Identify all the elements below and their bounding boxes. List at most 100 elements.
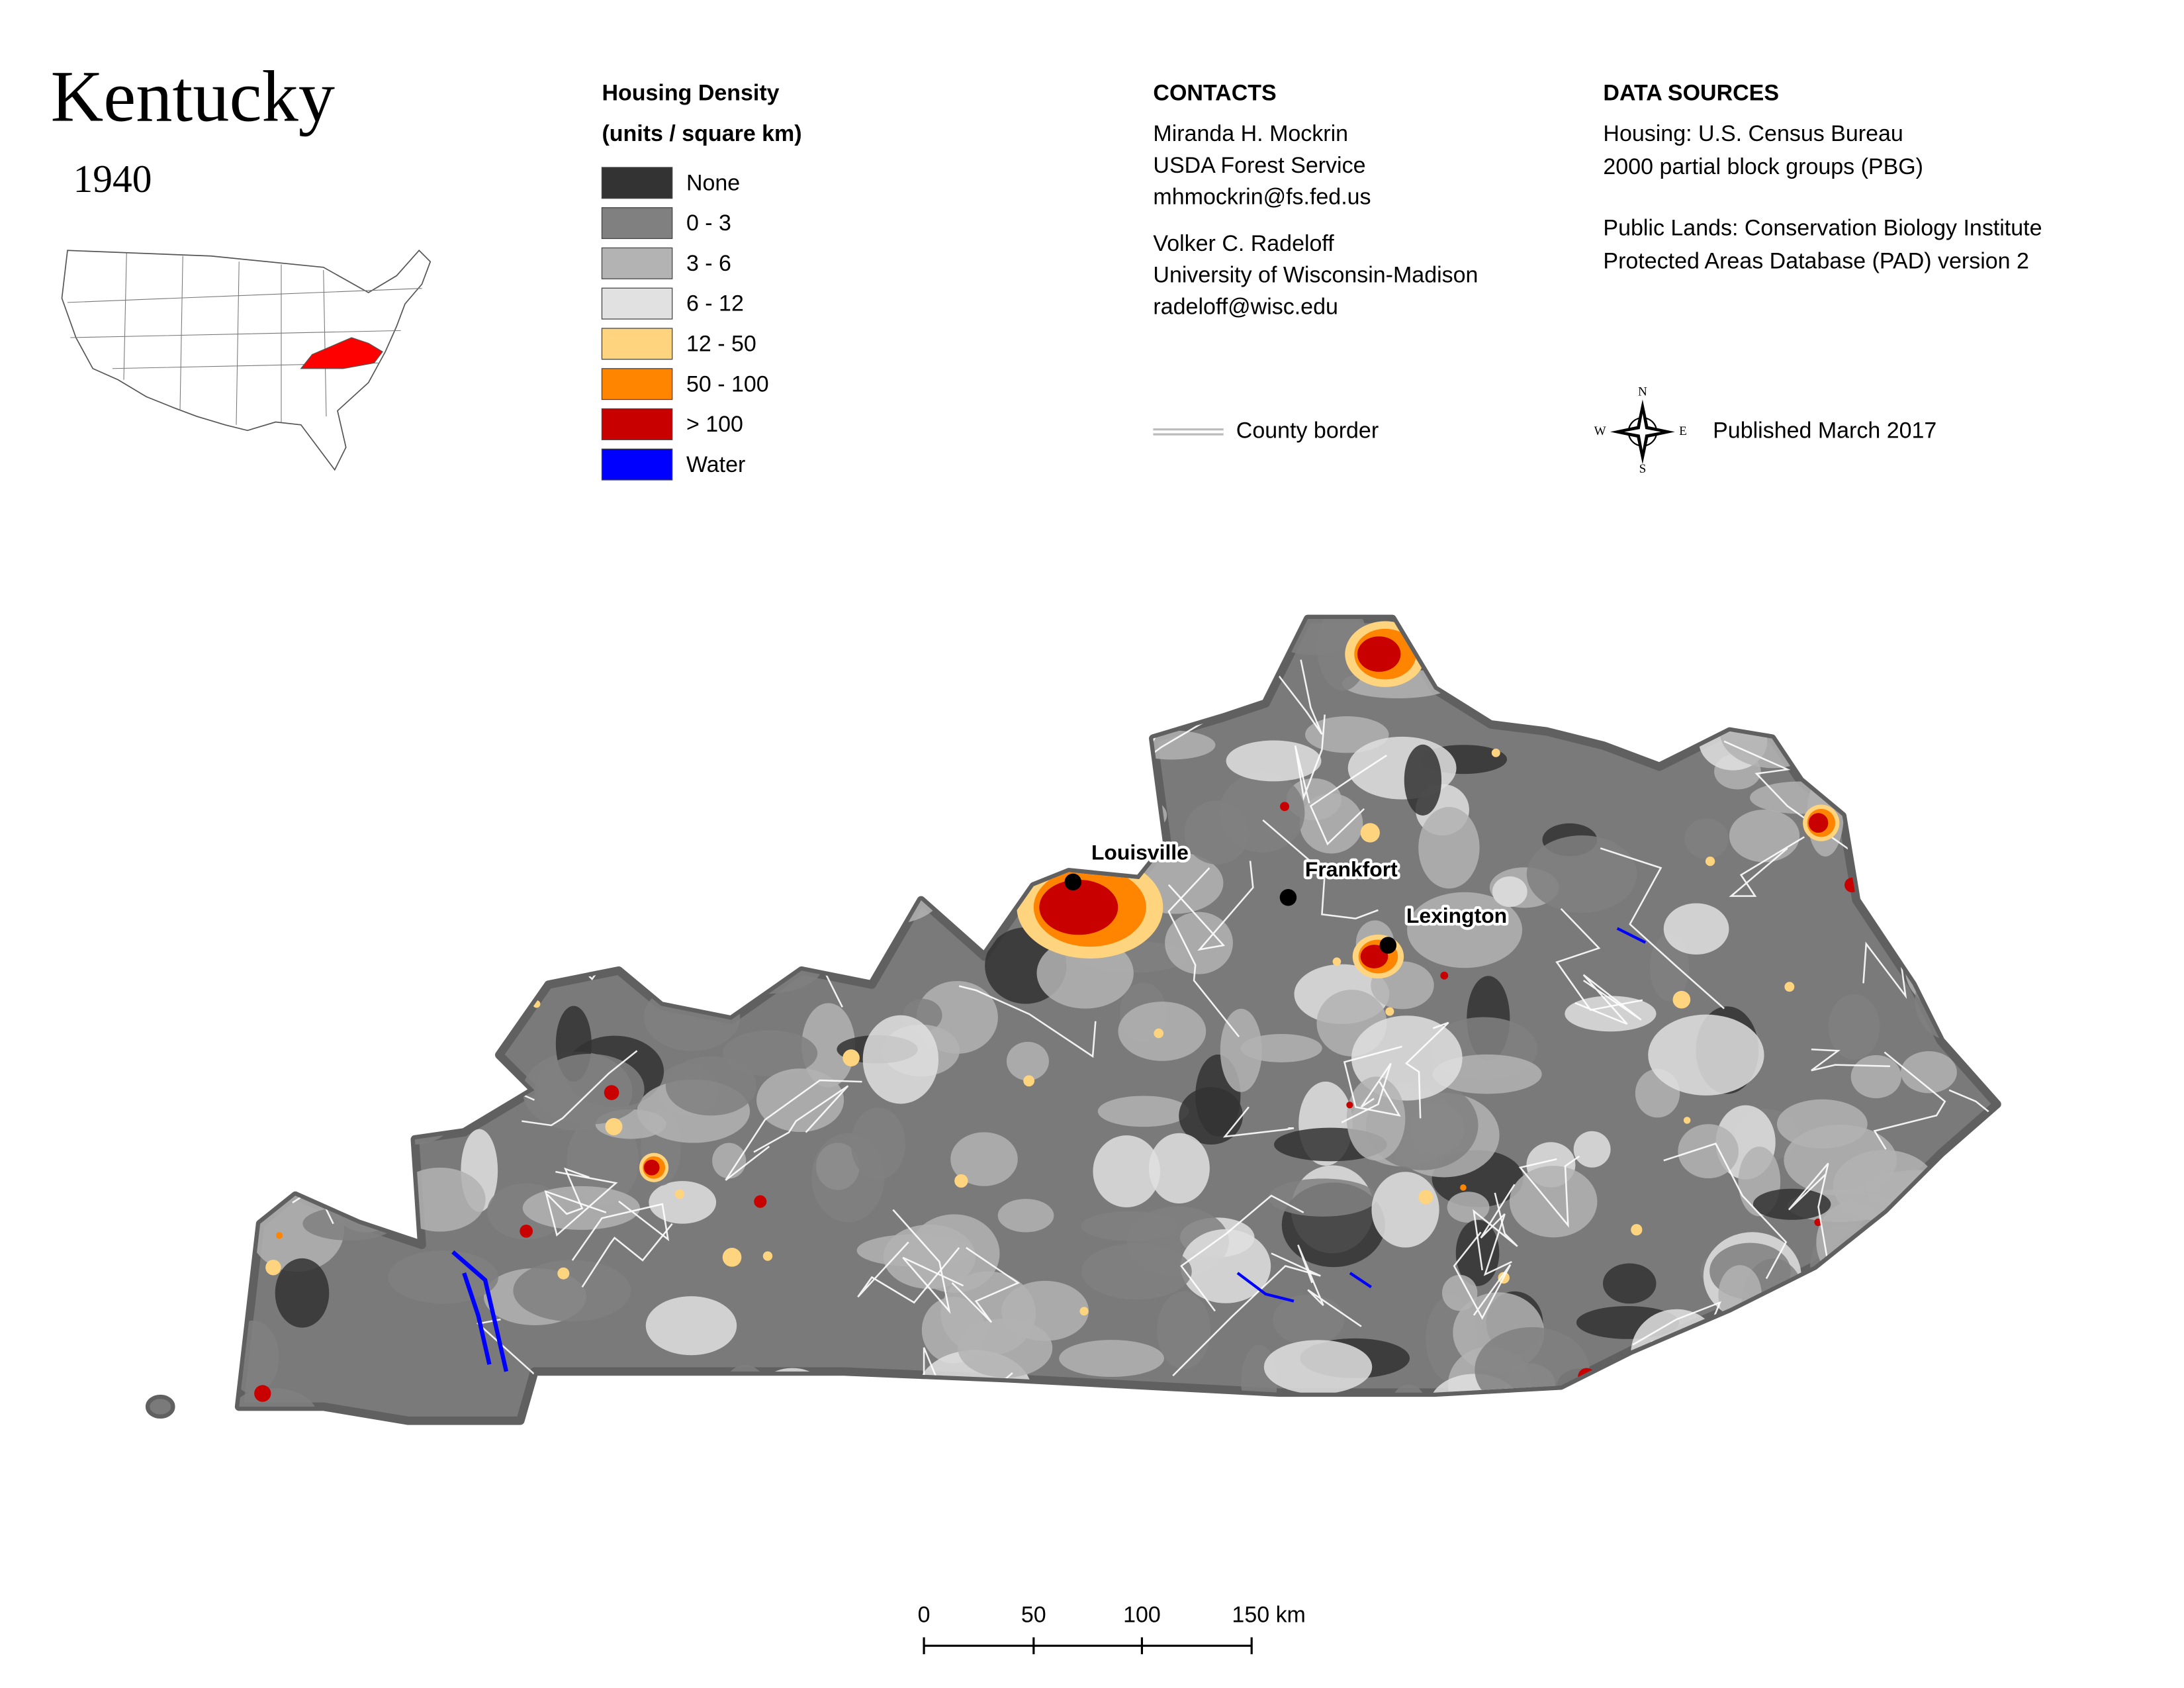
county-border [1788,1162,1829,1265]
density-patch [261,735,359,780]
density-patch [458,972,494,1034]
town-patch [1346,1102,1353,1109]
density-patch [1526,835,1637,913]
density-patch [1050,1391,1119,1421]
density-patch [880,751,951,827]
density-patch [504,650,592,713]
density-patch [1346,1076,1406,1161]
county-border [1555,908,1643,1011]
legend: None 0 - 3 3 - 6 6 - 12 12 - 50 50 - 100 > 100… [601,167,769,481]
county-border [1560,619,1663,697]
density-patch [1783,671,1817,757]
county-border [1907,1254,1996,1346]
town-patch [375,619,396,637]
legend-label: > 100 [686,412,743,437]
town-patch [722,1247,742,1267]
published-note: Published March 2017 [1713,418,1936,443]
density-patch [1874,1311,1952,1376]
town-patch [1773,632,1790,649]
density-patch [987,720,1065,784]
urban-core [643,1159,660,1176]
density-patch [494,759,563,849]
density-patch [829,865,942,925]
density-patch [1776,1099,1868,1149]
density-patch [1631,627,1713,695]
legend-swatch [601,287,673,320]
county-border [310,799,402,853]
legend-swatch [601,328,673,360]
legend-title: Housing Density [602,80,779,105]
density-patch [989,680,1025,766]
density-patch [1081,1243,1192,1300]
county-border [1343,1045,1402,1117]
density-patch [685,626,755,678]
density-patch [1752,1188,1831,1220]
density-patch [801,1003,856,1088]
density-patch [822,761,864,808]
town-patch [1154,1028,1164,1039]
county-border [1831,1397,1906,1421]
density-patch [277,965,394,1021]
city-label: Louisville [1091,840,1189,864]
density-patch [513,1260,631,1322]
density-patch [1619,619,1687,639]
legend-label: 50 - 100 [686,371,769,397]
county-border [1341,1062,1392,1123]
county-border [1172,1252,1321,1377]
density-patch [897,721,1016,763]
town-patch [550,1382,566,1398]
density-patch [645,1296,737,1356]
density-patch [1684,818,1729,859]
density-patch [1663,903,1729,955]
contact-line: radeloff@wisc.edu [1153,294,1338,319]
water [1236,927,1647,1303]
density-patch [1694,1387,1793,1421]
density-patch [1812,619,1880,635]
contacts-heading: CONTACTS [1153,80,1276,105]
county-border [753,1085,849,1153]
density-patch [239,1084,304,1143]
county-border [391,780,457,877]
map-year: 1940 [73,157,152,201]
town-patch [1905,1286,1921,1301]
county-border [958,985,1097,1058]
density-patch [1475,1327,1590,1413]
density-patch [1509,1166,1598,1238]
water [451,1250,509,1372]
density-patch [767,681,843,757]
town-patch [1385,1007,1394,1016]
scale-label: 0 [918,1603,931,1628]
town-patch [447,639,461,653]
town-patch [247,884,264,900]
density-patch [1854,745,1970,828]
density-patch [302,1207,396,1241]
town-patch [265,1259,281,1276]
density-patch [862,1015,939,1104]
county-border [522,1050,638,1127]
county-border [1294,714,1326,804]
county-border [1167,861,1254,951]
town-patch [557,1267,570,1280]
county-border [746,637,878,694]
density-patch [1668,620,1776,677]
density-patch [385,645,430,687]
town-patch [710,808,726,823]
county-border [559,873,607,980]
source-line: 2000 partial block groups (PBG) [1603,154,1923,179]
density-patch [239,767,347,833]
density-patch [302,816,382,853]
county-border [1473,1192,1518,1271]
town-patch [295,802,304,812]
density-patch [1148,1133,1210,1204]
town-patch [1683,1117,1691,1124]
density-patch [284,726,377,806]
density-patch [850,1107,905,1180]
density-patch [501,752,564,820]
density-patch [756,1068,844,1132]
density-patch [531,759,596,830]
state-borders [67,253,422,425]
density-patch [734,1393,778,1421]
density-patch [1874,1362,1915,1407]
density-patch [239,1320,279,1394]
